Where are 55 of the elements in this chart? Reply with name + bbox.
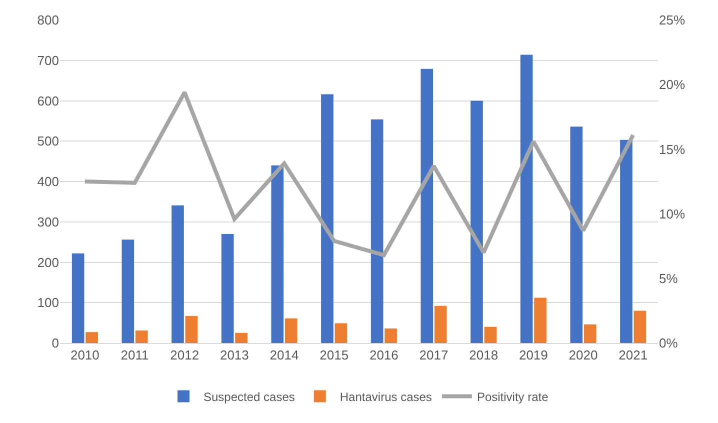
- x-tick-label: 2020: [568, 348, 598, 363]
- bar: [172, 205, 184, 343]
- y-tick-label: 300: [37, 214, 59, 230]
- bar: [534, 298, 546, 343]
- y-tick-label: 200: [37, 254, 59, 270]
- bar: [284, 318, 298, 343]
- bar: [370, 119, 384, 343]
- bar: [271, 165, 284, 343]
- bar: [321, 94, 334, 343]
- bar: [86, 332, 98, 343]
- bar: [384, 328, 397, 343]
- y-tick-label: 600: [37, 93, 59, 108]
- bar: [634, 310, 646, 343]
- bar: [122, 240, 134, 343]
- bar: [334, 323, 348, 343]
- bar: [570, 126, 583, 343]
- x-tick-label: 2011: [120, 348, 149, 363]
- bar: [185, 316, 198, 343]
- y2-tick-label: 20%: [659, 77, 686, 92]
- legend-label: Positivity rate: [476, 390, 549, 404]
- y-tick-label: 400: [37, 174, 59, 190]
- y2-tick-label: 0%: [659, 336, 678, 351]
- y-tick-label: 0: [52, 336, 59, 351]
- x-tick-label: 2012: [170, 348, 200, 363]
- x-tick-label: 2016: [369, 348, 398, 363]
- x-tick-label: 2018: [469, 348, 498, 363]
- bar: [434, 306, 447, 343]
- x-tick-label: 2021: [618, 348, 648, 363]
- y2-tick-label: 5%: [659, 270, 678, 286]
- legend-label: Suspected cases: [204, 390, 295, 404]
- bar: [235, 332, 248, 343]
- y-tick-label: 800: [37, 12, 59, 28]
- y-tick-label: 500: [37, 134, 59, 149]
- x-tick-label: 2019: [518, 348, 548, 363]
- x-tick-label: 2013: [220, 348, 249, 363]
- y2-tick-label: 10%: [659, 206, 686, 222]
- bar: [584, 324, 596, 343]
- y2-tick-label: 25%: [659, 12, 686, 28]
- y-tick-label: 700: [37, 52, 59, 68]
- bar: [484, 326, 497, 343]
- bar: [72, 253, 84, 343]
- y2-tick-label: 15%: [659, 142, 686, 157]
- y-tick-label: 100: [37, 295, 59, 310]
- bar: [135, 330, 148, 343]
- bar: [520, 54, 533, 343]
- x-tick-label: 2015: [320, 348, 349, 363]
- x-tick-label: 2014: [270, 348, 299, 363]
- line-series: [82, 90, 636, 258]
- legend-label: Hantavirus cases: [340, 390, 432, 404]
- bar: [620, 140, 632, 343]
- bar: [221, 234, 234, 343]
- x-tick-label: 2010: [70, 348, 100, 363]
- bar: [470, 100, 483, 343]
- x-tick-label: 2017: [419, 348, 448, 363]
- bar: [420, 68, 434, 343]
